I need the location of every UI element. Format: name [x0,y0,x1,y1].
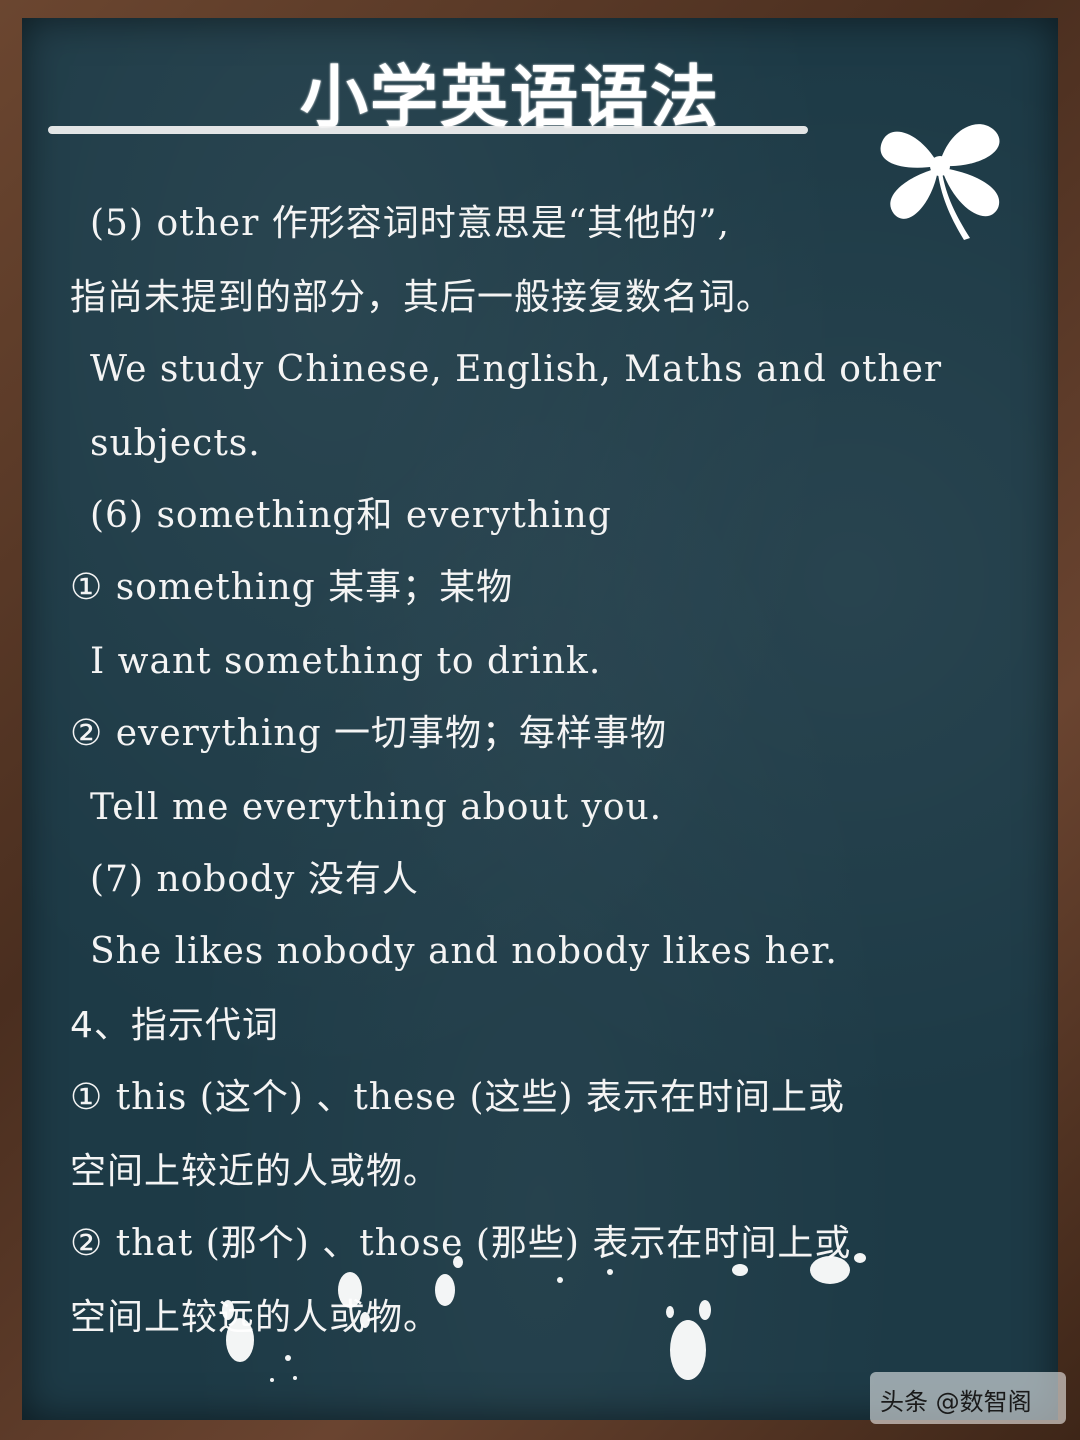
four-leaf-clover-icon [880,124,1000,240]
text-line-2: 指尚未提到的部分，其后一般接复数名词。 [70,277,774,318]
chalkboard [22,18,1058,1420]
watermark-background [870,1372,1066,1424]
page-title: 小学英语语法 [299,59,720,138]
title-underline [48,126,808,134]
text-line-1: (5) other 作形容词时意思是“其他的”, [90,203,730,244]
text-line-5: (6) something和 everything [90,495,612,536]
text-line-15: ② that (那个) 、those (那些) 表示在时间上或 [70,1223,852,1264]
text-line-16: 空间上较远的人或物。 [70,1297,441,1338]
text-line-9: Tell me everything about you. [90,787,663,828]
text-line-6: ① something 某事；某物 [70,567,514,608]
watermark-text: 头条 @数智阁 [880,1388,1032,1416]
text-line-3: We study Chinese, English, Maths and oth… [90,349,943,390]
text-line-7: I want something to drink. [90,641,602,682]
text-line-4: subjects. [90,423,261,464]
text-line-13: ① this (这个) 、these (这些) 表示在时间上或 [70,1077,846,1118]
text-line-12: 4、指示代词 [70,1005,279,1046]
text-line-14: 空间上较近的人或物。 [70,1151,441,1192]
text-line-10: (7) nobody 没有人 [90,859,419,900]
chalk-splash-decoration [222,1253,866,1382]
text-line-8: ② everything 一切事物；每样事物 [70,713,668,754]
text-line-11: She likes nobody and nobody likes her. [90,931,838,972]
